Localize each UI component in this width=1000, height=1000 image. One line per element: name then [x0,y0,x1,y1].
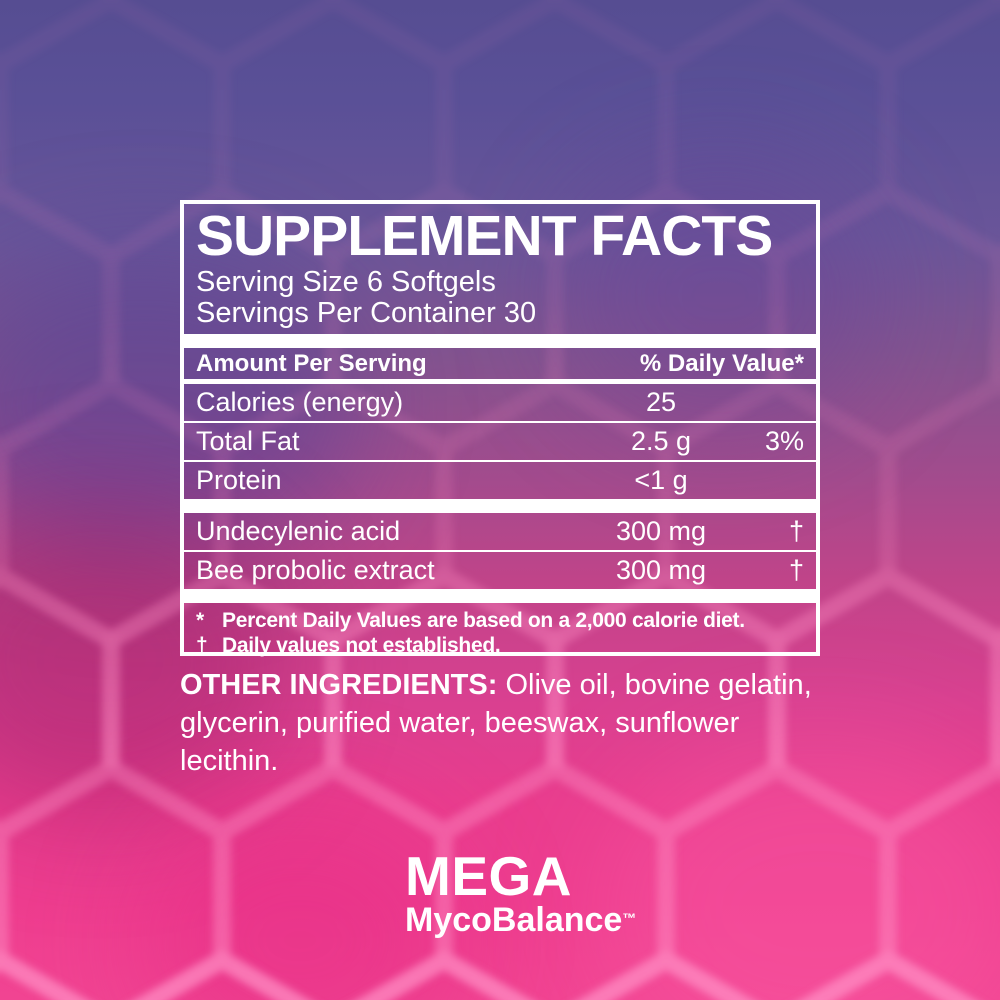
table-row-total-fat: Total Fat 2.5 g 3% [184,423,816,460]
row-amount: <1 g [634,465,688,495]
table-row-undecylenic-acid: Undecylenic acid 300 mg † [184,513,816,550]
row-dv: 3% [764,426,804,456]
footnote-daily-values: * Percent Daily Values are based on a 2,… [196,608,804,633]
row-name: Bee probolic extract [196,555,435,585]
divider-thick [184,334,816,348]
row-name: Undecylenic acid [196,516,401,546]
panel-header-block: SUPPLEMENT FACTS Serving Size 6 Softgels… [184,204,816,334]
table-header-row: Amount Per Serving % Daily Value* [184,348,816,379]
servings-per-container: Servings Per Container 30 [196,297,537,329]
row-name: Protein [196,465,282,495]
table-row-protein: Protein <1 g [184,462,816,499]
divider-medium [184,379,816,384]
divider-thin [184,421,816,423]
footnote-not-established: † Daily values not established. [196,633,804,658]
footnotes-block: * Percent Daily Values are based on a 2,… [184,603,816,658]
other-ingredients: OTHER INGREDIENTS: Olive oil, bovine gel… [180,666,835,780]
divider-thin [184,460,816,462]
row-amount: 25 [645,387,677,417]
brand-logo: MEGA MycoBalance™ [405,845,636,938]
footnote-marker-asterisk: * [196,609,204,632]
row-amount: 300 mg [615,516,707,546]
table-row-calories: Calories (energy) 25 [184,384,816,421]
trademark-symbol: ™ [622,910,637,926]
footnote-marker-dagger: † [196,634,208,657]
panel-title: SUPPLEMENT FACTS [196,204,773,268]
daily-value-label: % Daily Value* [639,349,804,377]
row-dv-dagger: † [788,516,804,546]
footnote-text: Percent Daily Values are based on a 2,00… [222,609,745,632]
table-row-bee-probolic-extract: Bee probolic extract 300 mg † [184,552,816,589]
row-name: Total Fat [196,426,300,456]
divider-thin [184,550,816,552]
row-dv-dagger: † [788,555,804,585]
row-name: Calories (energy) [196,387,404,417]
logo-brand-name: MEGA [405,845,572,907]
other-ingredients-text: Olive oil, bovine gelatin, glycerin, pur… [180,669,812,777]
other-ingredients-label: OTHER INGREDIENTS: [180,669,498,701]
footnote-text: Daily values not established. [222,634,501,657]
row-amount: 2.5 g [630,426,692,456]
supplement-facts-panel: SUPPLEMENT FACTS Serving Size 6 Softgels… [180,200,820,658]
logo-product-name: MycoBalance™ [405,903,636,937]
divider-thick [184,589,816,603]
divider-thick [184,499,816,513]
logo-product-text: MycoBalance [405,901,623,939]
serving-size: Serving Size 6 Softgels [196,266,496,298]
amount-per-serving-label: Amount Per Serving [196,349,427,377]
row-amount: 300 mg [615,555,707,585]
